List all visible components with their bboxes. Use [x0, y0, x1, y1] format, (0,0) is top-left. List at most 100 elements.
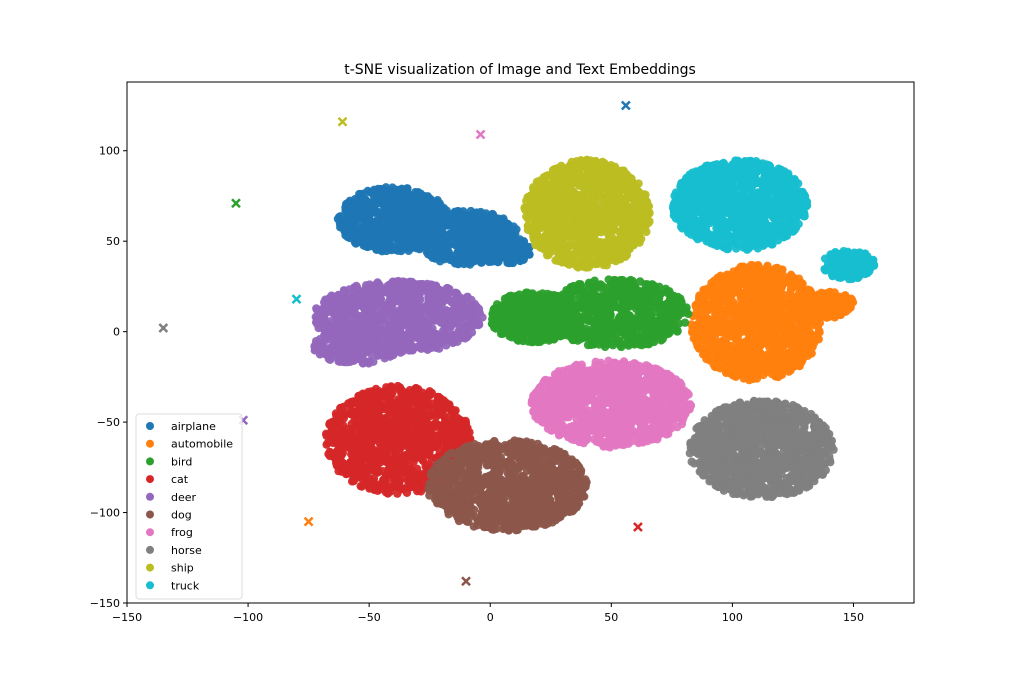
point-bird	[585, 305, 594, 315]
point-bird	[529, 306, 539, 315]
point-airplane	[386, 219, 396, 228]
point-airplane	[395, 210, 404, 220]
point-bird	[563, 310, 572, 319]
point-airplane	[351, 216, 360, 225]
point-bird	[607, 290, 616, 300]
point-cat	[409, 409, 418, 419]
point-cat	[374, 431, 383, 440]
point-cat	[369, 418, 379, 428]
point-airplane	[344, 199, 353, 208]
point-cat	[364, 473, 374, 483]
point-airplane	[478, 244, 487, 254]
point-airplane	[410, 208, 419, 217]
point-cat	[334, 434, 343, 443]
point-automobile	[700, 327, 710, 336]
point-airplane	[381, 183, 391, 192]
point-cat	[455, 416, 465, 425]
point-airplane	[519, 237, 529, 246]
point-bird	[502, 298, 512, 307]
point-cat	[382, 436, 392, 446]
point-automobile	[732, 303, 741, 313]
point-automobile	[727, 290, 736, 300]
point-automobile	[800, 346, 809, 355]
point-automobile	[689, 325, 699, 334]
point-automobile	[711, 312, 720, 321]
point-cat	[403, 400, 413, 409]
point-automobile	[749, 316, 758, 325]
point-automobile	[792, 326, 801, 335]
point-automobile	[691, 301, 700, 310]
point-airplane	[354, 201, 363, 210]
point-automobile	[786, 293, 795, 303]
point-automobile	[719, 342, 728, 352]
point-automobile	[713, 273, 722, 282]
point-airplane	[374, 208, 384, 218]
point-automobile	[703, 345, 712, 354]
point-airplane	[390, 185, 399, 195]
point-cat	[349, 407, 359, 416]
point-airplane	[486, 250, 495, 260]
point-airplane	[425, 240, 435, 250]
point-cat	[383, 416, 392, 426]
point-cat	[391, 424, 401, 433]
point-bird	[684, 309, 693, 319]
point-airplane	[416, 222, 426, 231]
point-airplane	[452, 220, 462, 230]
point-bird	[626, 318, 635, 328]
point-automobile	[795, 354, 805, 364]
point-cat	[360, 429, 369, 438]
point-automobile	[713, 323, 722, 333]
point-cat	[413, 487, 422, 496]
point-bird	[625, 302, 635, 311]
point-cat	[398, 463, 408, 473]
point-automobile	[705, 356, 715, 365]
point-bird	[514, 320, 523, 330]
point-automobile	[762, 314, 771, 324]
point-automobile	[782, 340, 792, 349]
point-cat	[423, 396, 432, 406]
points-layer	[310, 155, 879, 535]
point-airplane	[359, 226, 368, 236]
point-cat	[408, 476, 418, 485]
point-automobile	[733, 364, 742, 373]
point-airplane	[449, 256, 458, 266]
point-bird	[590, 280, 599, 289]
point-cat	[403, 431, 413, 440]
point-bird	[558, 317, 567, 327]
point-bird	[573, 336, 582, 345]
point-airplane	[433, 226, 443, 235]
point-bird	[534, 322, 543, 332]
point-cat	[384, 393, 394, 402]
point-airplane	[380, 224, 389, 234]
point-automobile	[708, 295, 717, 304]
point-automobile	[831, 307, 841, 317]
point-airplane	[462, 249, 471, 258]
point-cat	[332, 450, 341, 459]
point-airplane	[359, 189, 369, 198]
point-airplane	[457, 209, 466, 218]
point-airplane	[447, 235, 456, 245]
point-airplane	[411, 215, 421, 224]
point-bird	[635, 288, 645, 297]
point-automobile	[703, 284, 712, 293]
point-cat	[432, 410, 442, 419]
point-cat	[433, 420, 443, 429]
point-cat	[378, 466, 387, 476]
point-automobile	[753, 370, 763, 379]
point-automobile	[721, 366, 731, 375]
point-airplane	[422, 215, 432, 225]
point-bird	[521, 289, 530, 299]
point-cat	[358, 465, 367, 474]
point-cat	[393, 454, 402, 463]
point-bird	[618, 275, 627, 285]
point-automobile	[767, 279, 776, 288]
series-bird	[487, 275, 693, 352]
point-automobile	[797, 333, 806, 342]
point-automobile	[815, 312, 824, 322]
point-automobile	[731, 312, 740, 321]
point-automobile	[779, 327, 789, 337]
point-automobile	[721, 335, 731, 344]
point-cat	[398, 394, 407, 403]
point-automobile	[818, 293, 827, 302]
point-cat	[422, 447, 431, 456]
